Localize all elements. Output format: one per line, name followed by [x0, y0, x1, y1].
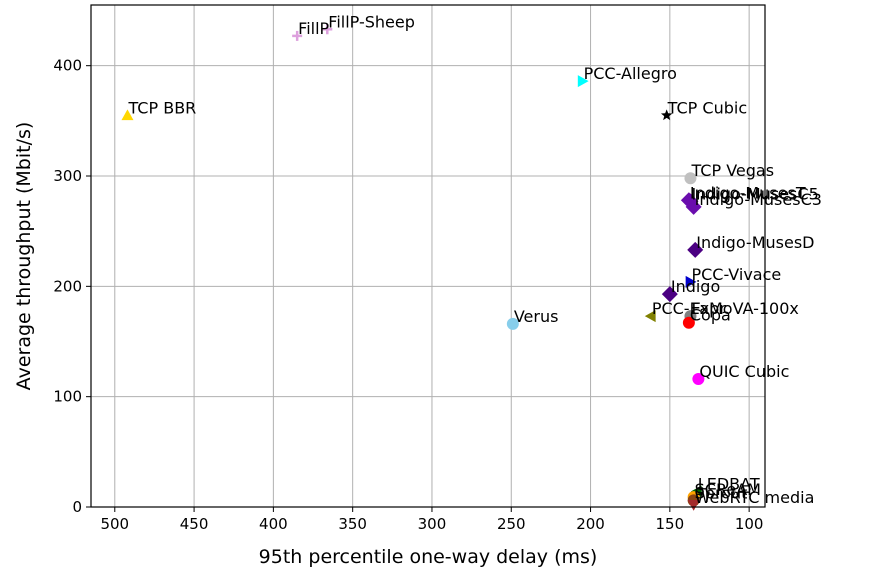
data-point	[684, 172, 697, 185]
x-axis-title: 95th percentile one-way delay (ms)	[259, 546, 598, 568]
x-tick-label: 300	[418, 515, 447, 533]
point-labels: FillP FillP-Sheep PCC-Allegro TCP BBR TCP Cu…	[127, 12, 821, 507]
y-tick-label: 200	[53, 277, 82, 295]
data-point	[121, 109, 134, 121]
x-tick-label: 450	[180, 515, 209, 533]
y-tick-label: 100	[53, 388, 82, 406]
data-point	[685, 198, 702, 215]
point-label: Sprout	[695, 483, 748, 502]
data-point	[682, 316, 695, 329]
point-label: FillP	[298, 19, 329, 38]
data-point	[687, 499, 700, 511]
y-tick-label: 400	[53, 57, 82, 75]
point-label: PCC-Vivace	[691, 265, 781, 284]
point-label: LEDBAT	[698, 475, 760, 494]
data-point	[692, 373, 705, 386]
y-tick-label: 300	[53, 167, 82, 185]
data-point	[661, 286, 678, 303]
point-label: PCC-Expr	[652, 299, 727, 318]
point-label: PCC-Allegro	[584, 64, 677, 83]
axis-ticks: 500 450 400 350 300 250 200 150 100 0 100 200 300 400	[53, 57, 763, 533]
data-point	[506, 317, 519, 330]
point-label: Indigo-MusesD	[696, 233, 814, 252]
point-label: Verus	[514, 307, 559, 326]
y-axis-title: Average throughput (Mbit/s)	[13, 122, 35, 391]
data-point	[322, 24, 333, 35]
point-label: WebRTC media	[695, 488, 815, 507]
point-label: SCReAM	[695, 480, 761, 499]
data-point	[685, 275, 697, 288]
x-tick-label: 500	[100, 515, 129, 533]
data-point	[644, 310, 656, 323]
plot-frame	[90, 4, 766, 508]
x-tick-label: 100	[735, 515, 764, 533]
data-point	[687, 241, 704, 258]
grid	[91, 5, 765, 508]
point-label: FaMoVA-100x	[691, 299, 798, 318]
point-label: TCP Cubic	[667, 98, 747, 117]
point-label: TCP BBR	[127, 98, 196, 117]
x-tick-label: 250	[497, 515, 526, 533]
data-points	[121, 24, 705, 511]
x-tick-label: 150	[656, 515, 685, 533]
data-point	[292, 30, 303, 41]
x-tick-label: 400	[259, 515, 288, 533]
point-label: TCP Vegas	[690, 161, 774, 180]
point-label: Indigo	[671, 277, 720, 296]
point-label: Copa	[690, 306, 731, 325]
point-label: QUIC Cubic	[699, 362, 789, 381]
y-tick-label: 0	[72, 498, 82, 516]
data-point	[660, 109, 673, 121]
point-label: Indigo-MusesT	[690, 183, 806, 202]
point-label: FillP-Sheep	[328, 12, 415, 31]
x-tick-label: 350	[338, 515, 367, 533]
x-tick-label: 200	[576, 515, 605, 533]
point-label: Indigo-MusesC5	[691, 184, 818, 203]
point-label: Indigo-MusesC3	[695, 190, 822, 209]
data-point	[577, 75, 589, 88]
